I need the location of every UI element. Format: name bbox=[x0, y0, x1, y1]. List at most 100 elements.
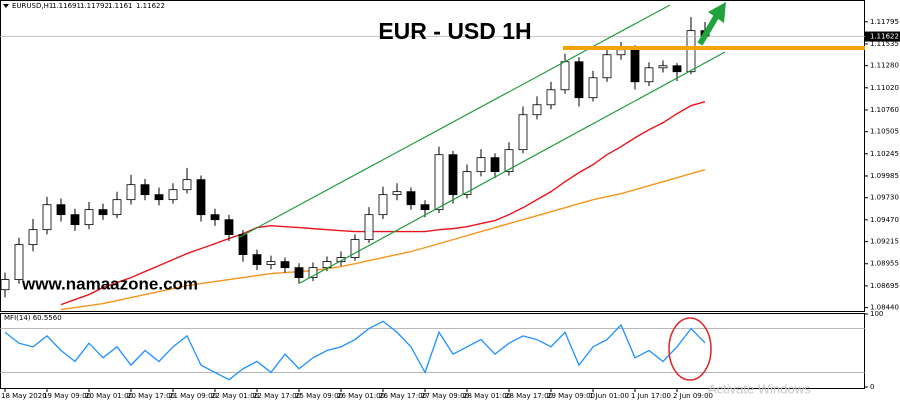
menu-arrow bbox=[3, 4, 9, 8]
y-tick-label: 1.08695 bbox=[870, 282, 899, 290]
price-panel-frame bbox=[0, 0, 865, 312]
candle-body bbox=[336, 257, 346, 262]
candle-body bbox=[364, 214, 374, 241]
x-tick-label: 22 May 17:00 bbox=[253, 392, 301, 400]
y-tick-label: 1.11795 bbox=[870, 18, 899, 26]
candle-body bbox=[70, 214, 80, 226]
x-tick-label: 27 May 09:00 bbox=[421, 392, 469, 400]
candle-body bbox=[126, 184, 136, 201]
candle-body bbox=[140, 184, 150, 196]
candle-body bbox=[546, 89, 556, 106]
candle-body bbox=[238, 234, 248, 256]
y-tick-label: 1.10760 bbox=[870, 106, 899, 114]
marks: 1.11795 1.11535 1.11280 1.11020 1.10760 1.105… bbox=[0, 17, 900, 400]
low-value: 1.1161 bbox=[108, 2, 133, 10]
candle-body bbox=[434, 154, 444, 211]
x-tick-label: 29 May 09:00 bbox=[547, 392, 595, 400]
indicator-panel-frame bbox=[0, 313, 865, 389]
candle-body bbox=[56, 204, 66, 216]
candle-body bbox=[602, 54, 612, 79]
x-tick-label: 26 May 17:00 bbox=[379, 392, 427, 400]
candle-body bbox=[322, 261, 332, 269]
candle-body bbox=[616, 49, 626, 56]
candle-body bbox=[84, 209, 94, 226]
x-tick-label: 28 May 01:00 bbox=[463, 392, 511, 400]
candle-body bbox=[308, 267, 318, 279]
y-tick-label: 1.11020 bbox=[870, 84, 899, 92]
arrow-shaft bbox=[697, 15, 719, 46]
candle-body bbox=[168, 189, 178, 201]
y-tick-label: 1.08955 bbox=[870, 260, 899, 268]
open-value: 1.11691 bbox=[52, 2, 81, 10]
close-value: 1.11622 bbox=[136, 2, 165, 10]
candle-body bbox=[560, 61, 570, 91]
x-tick-label: 25 May 09:00 bbox=[295, 392, 343, 400]
candle-body bbox=[182, 179, 192, 191]
x-tick-label: 19 May 09:00 bbox=[43, 392, 91, 400]
up-arrow bbox=[697, 2, 726, 46]
channel-lower bbox=[299, 51, 726, 284]
y-tick-label: 1.11535 bbox=[870, 40, 899, 48]
candle-body bbox=[266, 261, 276, 265]
candle-body bbox=[630, 49, 640, 83]
x-tick-label: 2 Jun 09:00 bbox=[673, 392, 713, 400]
y-tick-label: 100 bbox=[870, 310, 883, 318]
moving-average bbox=[60, 101, 706, 306]
y-tick-label: 1.08440 bbox=[870, 304, 899, 312]
y-tick-label: 1.11280 bbox=[870, 62, 899, 70]
candle-body bbox=[686, 30, 696, 73]
moving-average bbox=[60, 169, 706, 311]
price-box bbox=[865, 31, 900, 42]
website-watermark: www.namaazone.com bbox=[21, 274, 198, 293]
candle-body bbox=[420, 204, 430, 211]
candle-body bbox=[350, 239, 360, 258]
x-tick-label: 28 May 17:00 bbox=[505, 392, 553, 400]
candle-body bbox=[462, 171, 472, 196]
current-price: 1.11622 bbox=[870, 33, 899, 41]
candle-body bbox=[406, 191, 416, 206]
x-tick-label: 22 May 01:00 bbox=[211, 392, 259, 400]
candle-body bbox=[0, 279, 10, 291]
candle-body bbox=[196, 179, 206, 216]
candle-body bbox=[518, 114, 528, 151]
chart-title: EUR - USD 1H bbox=[378, 18, 531, 44]
candle-body bbox=[378, 194, 388, 216]
candle-body bbox=[98, 209, 108, 216]
x-tick-label: 20 May 01:00 bbox=[85, 392, 133, 400]
candle-body bbox=[490, 157, 500, 173]
candle-body bbox=[224, 219, 234, 235]
x-tick-label: 21 May 09:00 bbox=[169, 392, 217, 400]
symbol-label: EURUSD,H1 bbox=[12, 2, 53, 10]
candle-body bbox=[532, 104, 542, 116]
candle-body bbox=[392, 191, 402, 196]
candle-body bbox=[448, 154, 458, 196]
x-tick-label: 18 May 2020 bbox=[1, 392, 47, 400]
indicator-label: MFI(14) 60.5560 bbox=[4, 314, 62, 322]
y-tick-label: 1.09730 bbox=[870, 194, 899, 202]
x-tick-label: 1 Jun 01:00 bbox=[589, 392, 629, 400]
candle-body bbox=[658, 65, 668, 69]
x-tick-label: 20 May 17:00 bbox=[127, 392, 175, 400]
candle-body bbox=[210, 214, 220, 221]
os-watermark: Activate Windows bbox=[708, 381, 811, 396]
candle-body bbox=[588, 77, 598, 99]
candle-body bbox=[14, 244, 24, 280]
high-value: 1.11792 bbox=[80, 2, 109, 10]
y-tick-label: 1.09470 bbox=[870, 216, 899, 224]
candle-body bbox=[644, 67, 654, 83]
y-tick-label: 1.10505 bbox=[870, 128, 899, 136]
y-tick-label: 0 bbox=[870, 383, 874, 391]
highlight-circle bbox=[668, 317, 712, 381]
y-tick-label: 1.09985 bbox=[870, 172, 899, 180]
x-tick-label: 1 Jun 17:00 bbox=[631, 392, 671, 400]
y-tick-label: 1.10245 bbox=[870, 150, 899, 158]
candle-body bbox=[252, 254, 262, 265]
x-tick-label: 26 May 01:00 bbox=[337, 392, 385, 400]
candle-body bbox=[476, 157, 486, 173]
arrow-head bbox=[708, 2, 726, 23]
indicator-line bbox=[4, 320, 706, 381]
candle-body bbox=[42, 204, 52, 231]
y-tick-label: 1.09215 bbox=[870, 238, 899, 246]
